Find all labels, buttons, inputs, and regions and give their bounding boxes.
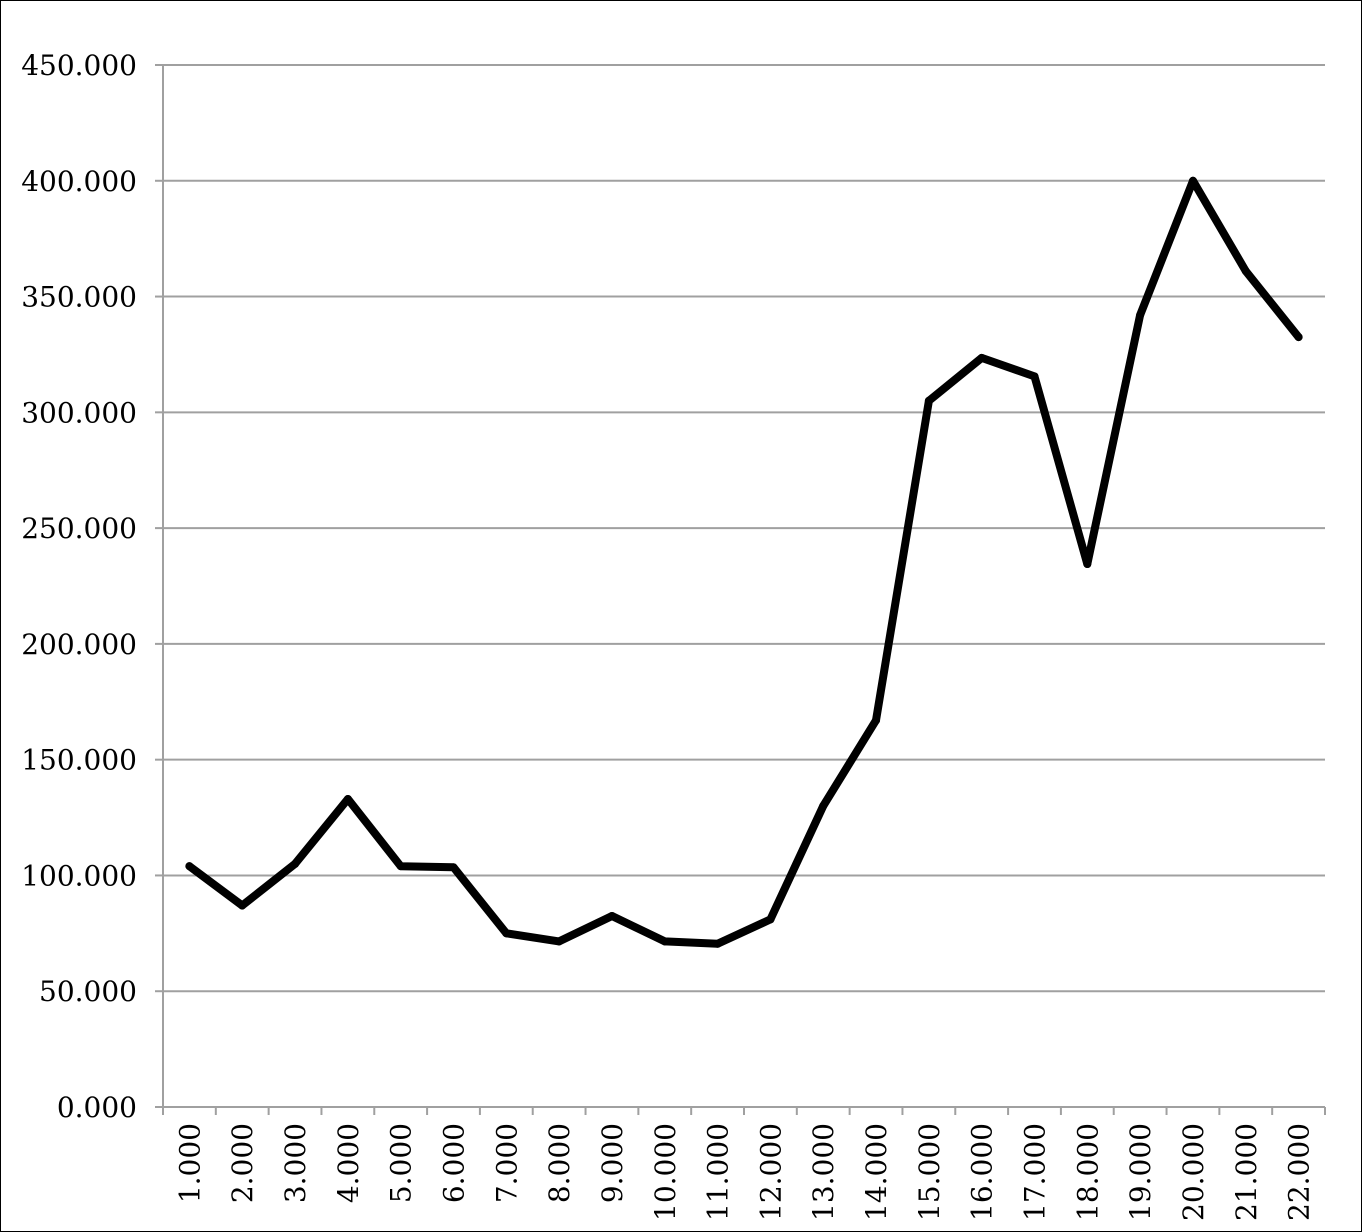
x-tick-label: 19.000 [1124,1123,1157,1221]
y-tick-label: 100.000 [21,859,137,892]
series-line [185,176,1303,948]
x-tick-label: 2.000 [226,1123,259,1203]
data-point [924,396,933,405]
x-tick-label: 9.000 [596,1123,629,1203]
data-point [343,795,352,804]
x-tick-label: 18.000 [1071,1123,1104,1221]
y-tick-label: 200.000 [21,628,137,661]
x-tick-label: 12.000 [754,1123,787,1221]
x-tick-label: 7.000 [490,1123,523,1203]
y-tick-label: 350.000 [21,281,137,314]
x-tick-label: 15.000 [913,1123,946,1221]
y-tick-label: 0.000 [57,1091,137,1124]
x-tick-label: 21.000 [1230,1123,1263,1221]
x-tick-label: 11.000 [702,1123,735,1221]
x-tick-label: 17.000 [1019,1123,1052,1221]
x-tick-label: 20.000 [1177,1123,1210,1221]
data-point [977,353,986,362]
x-tick-label: 10.000 [649,1123,682,1221]
data-point [1294,333,1303,342]
data-point [238,901,247,910]
x-tick-label: 22.000 [1283,1123,1316,1221]
x-tick-label: 16.000 [966,1123,999,1221]
data-point [1030,372,1039,381]
x-tick-label: 5.000 [385,1123,418,1203]
x-tick-label: 6.000 [438,1123,471,1203]
data-point [396,862,405,871]
x-tick-label: 3.000 [279,1123,312,1203]
x-tick-label: 1.000 [173,1123,206,1203]
data-point [872,716,881,725]
data-point [555,937,564,946]
data-point [1241,267,1250,276]
data-point [660,937,669,946]
x-tick-label: 4.000 [332,1123,365,1203]
y-tick-label: 250.000 [21,512,137,545]
y-tick-label: 450.000 [21,49,137,82]
data-point [713,939,722,948]
data-point [766,915,775,924]
data-point [1083,560,1092,569]
y-tick-label: 400.000 [21,165,137,198]
data-point [819,801,828,810]
data-point [1136,311,1145,320]
x-tick-label: 8.000 [543,1123,576,1203]
data-point [502,929,511,938]
data-point [291,859,300,868]
data-point [1188,176,1197,185]
y-tick-label: 150.000 [21,744,137,777]
x-tick-label: 14.000 [860,1123,893,1221]
y-tick-label: 300.000 [21,396,137,429]
y-tick-label: 50.000 [39,975,137,1008]
x-tick-label: 13.000 [807,1123,840,1221]
data-point [185,862,194,871]
data-point [449,863,458,872]
data-point [607,911,616,920]
